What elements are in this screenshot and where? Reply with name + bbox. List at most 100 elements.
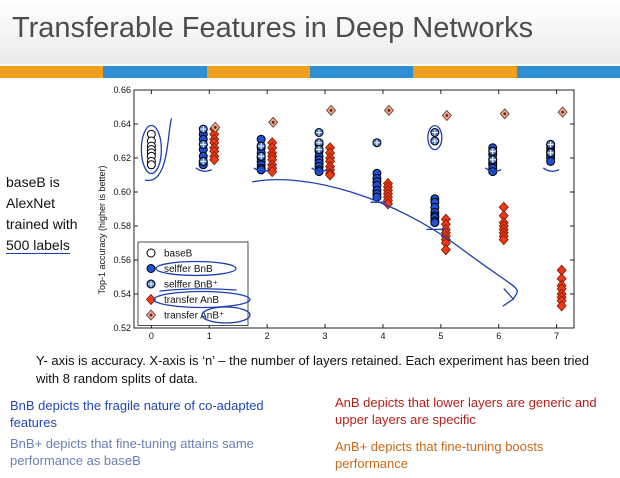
marker-plus	[316, 139, 323, 146]
legend-label: transfer AnB	[164, 295, 219, 306]
series-transfer-anb	[209, 123, 567, 312]
accuracy-chart: 0.52 0.54 0.56 0.58 0.60 0.62 0.64 0.66 0 1 2 3 4 5 6 7…	[88, 82, 578, 349]
x-tick-label: 7	[554, 331, 559, 341]
marker-plus	[258, 153, 265, 160]
marker-plus	[489, 156, 496, 163]
data-point	[210, 121, 221, 133]
series-baseb	[146, 129, 156, 170]
data-point	[546, 156, 556, 166]
data-point	[430, 218, 440, 228]
marker-dot	[445, 114, 449, 117]
data-point	[256, 141, 266, 151]
marker-plus	[547, 141, 554, 148]
stripe-segment	[0, 66, 104, 78]
data-point	[546, 139, 556, 149]
y-tick-label: 0.56	[113, 255, 131, 265]
page-title: Transferable Features in Deep Networks	[12, 12, 534, 44]
data-point	[498, 234, 509, 246]
data-point	[441, 109, 452, 122]
legend-label: baseB	[164, 249, 193, 260]
data-point	[198, 156, 208, 166]
series-selffer-bnb-	[198, 124, 556, 166]
x-tick-label: 5	[438, 331, 443, 341]
marker-dot	[329, 109, 333, 112]
underline-mark	[311, 167, 328, 172]
data-point	[256, 151, 266, 161]
marker-plus	[148, 281, 154, 287]
y-tick-label: 0.54	[113, 289, 131, 299]
legend-box	[137, 241, 249, 326]
scatter-plot: 0.52 0.54 0.56 0.58 0.60 0.62 0.64 0.66 0 1 2 3 4 5 6 7…	[97, 85, 575, 341]
y-tick-label: 0.66	[113, 85, 131, 95]
side-note-line-4: 500 labels	[6, 237, 70, 254]
note-anb: AnB depicts that lower layers are generi…	[335, 395, 597, 427]
data-point	[314, 138, 324, 148]
stripe-segment	[413, 66, 517, 78]
stripe-segment	[309, 66, 414, 78]
circle-annotation-bnbplus	[427, 124, 443, 151]
data-point	[325, 169, 336, 181]
legend-marker	[145, 293, 157, 306]
legend: baseB selffer BnB selffer BnB⁺ transfer AnB…	[137, 241, 249, 326]
data-point	[372, 138, 382, 148]
caption: Y- axis is accuracy. X-axis is ‘n’ – the…	[36, 353, 590, 386]
data-point	[146, 160, 156, 170]
marker-plus	[547, 149, 554, 156]
legend-label: selffer BnB⁺	[164, 280, 218, 291]
data-point	[440, 244, 451, 256]
stripe-segment	[206, 66, 310, 78]
note-bnb: BnB depicts the fragile nature of co-ada…	[10, 398, 264, 430]
legend-marker	[146, 248, 156, 258]
x-tick-label: 0	[149, 331, 154, 341]
marker-dot	[503, 112, 507, 116]
stripe-segment	[103, 66, 207, 78]
trend-arrowhead	[502, 288, 515, 307]
stripe-segment	[516, 66, 620, 78]
data-point	[198, 124, 208, 134]
series-transfer-anb-	[210, 104, 568, 133]
marker-dot	[561, 110, 565, 114]
note-anb-plus: AnB+ depicts that fine-tuning boosts per…	[335, 439, 544, 471]
marker-dot	[387, 109, 391, 112]
underline-mark	[485, 167, 502, 172]
marker-plus	[200, 126, 207, 133]
data-point	[430, 128, 440, 137]
marker-dot	[213, 126, 217, 129]
marker-plus	[316, 129, 323, 136]
data-point	[198, 139, 208, 149]
data-point	[488, 146, 498, 156]
x-tick-label: 2	[265, 331, 270, 341]
handwritten-annotations	[140, 118, 560, 324]
side-note: baseB is AlexNet trained with 500 labels	[6, 172, 96, 256]
circle-annotation-baseb	[140, 124, 163, 175]
legend-label: transfer AnB⁺	[164, 311, 224, 322]
data-point	[557, 106, 568, 118]
marker-dot	[271, 120, 275, 124]
plot-frame	[133, 89, 575, 329]
title-bar: Transferable Features in Deep Networks	[0, 0, 620, 64]
marker-plus	[200, 158, 207, 165]
legend-marker	[146, 264, 156, 273]
axes-layer: 0.52 0.54 0.56 0.58 0.60 0.62 0.64 0.66 0 1 2 3 4 5 6 7	[113, 85, 575, 341]
y-tick-label: 0.60	[113, 187, 131, 197]
marker-plus	[489, 148, 496, 155]
data-point	[314, 128, 324, 137]
x-tick-label: 3	[323, 331, 328, 341]
legend-label: selffer BnB	[164, 264, 213, 275]
data-point	[326, 104, 337, 116]
trend-arrow	[252, 179, 518, 300]
y-tick-label: 0.62	[113, 153, 131, 163]
y-axis-label: Top-1 accuracy (higher is better)	[97, 165, 107, 294]
data-point	[556, 300, 567, 312]
data-point	[499, 108, 510, 120]
scribble-annotation	[144, 118, 173, 181]
underline-mark	[542, 167, 560, 172]
data-point	[314, 145, 324, 154]
legend-marker	[146, 279, 156, 289]
legend-circle-bnb	[155, 260, 237, 277]
data-point	[268, 116, 279, 128]
note-bnb-plus: BnB+ depicts that fine-tuning attains sa…	[10, 436, 254, 468]
marker-plus	[373, 139, 380, 146]
data-point	[209, 154, 220, 166]
x-tick-label: 1	[207, 331, 212, 341]
